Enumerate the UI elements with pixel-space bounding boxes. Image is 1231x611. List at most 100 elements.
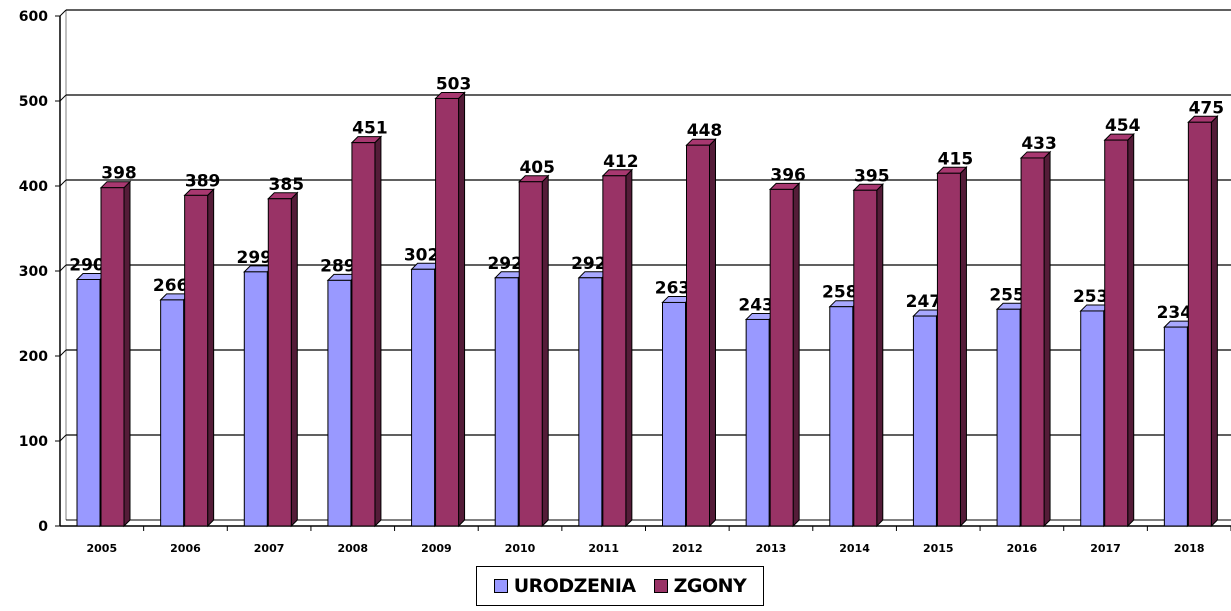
data-label: 253	[1073, 287, 1109, 307]
x-tick-label: 2012	[672, 542, 703, 555]
data-label: 415	[938, 149, 974, 169]
data-label: 234	[1157, 303, 1193, 323]
x-tick-label: 2017	[1090, 542, 1121, 555]
x-tick-label: 2013	[756, 542, 787, 555]
data-label: 292	[487, 254, 523, 274]
bar-side	[1210, 115, 1218, 528]
data-label: 255	[989, 285, 1025, 305]
bar-zgony-2011	[602, 175, 627, 527]
data-label: 451	[352, 119, 388, 139]
y-tick-label: 100	[19, 434, 48, 450]
bar-urodzenia-2007	[243, 271, 268, 527]
x-tick-label: 2007	[254, 542, 285, 555]
bar-zgony-2012	[686, 144, 710, 527]
bar-zgony-2008	[351, 142, 376, 527]
y-tick-label: 0	[38, 519, 48, 535]
data-label: 454	[1105, 116, 1141, 136]
data-label: 243	[738, 295, 774, 315]
bar-side	[123, 180, 131, 528]
bar-urodzenia-2008	[327, 279, 352, 527]
bar-side	[876, 183, 884, 528]
x-tick-label: 2009	[421, 542, 452, 555]
bar-zgony-2006	[184, 194, 209, 527]
bar-urodzenia-2006	[160, 299, 185, 527]
gridline-slant	[59, 434, 67, 442]
bar-zgony-2015	[936, 172, 961, 527]
bar-urodzenia-2013	[745, 318, 770, 527]
y-tick-label: 500	[19, 94, 48, 110]
x-tick-label: 2018	[1174, 542, 1205, 555]
bar-zgony-2016	[1020, 157, 1045, 527]
legend-item-zgony: ZGONY	[653, 575, 747, 597]
bar-urodzenia-2014	[829, 306, 854, 527]
data-label: 263	[655, 278, 691, 298]
bar-zgony-2014	[853, 189, 878, 527]
bar-side	[792, 182, 800, 528]
legend: URODZENIA ZGONY	[476, 566, 764, 606]
data-label: 395	[854, 166, 890, 186]
bar-zgony-2010	[518, 181, 543, 527]
data-label: 412	[603, 152, 639, 172]
x-tick-label: 2005	[87, 542, 118, 555]
legend-label-zgony: ZGONY	[673, 575, 747, 597]
x-tick-label: 2015	[923, 542, 954, 555]
data-label: 258	[822, 283, 858, 303]
data-label: 292	[571, 254, 607, 274]
x-tick-label: 2014	[839, 542, 870, 555]
x-tick-label: 2011	[588, 542, 619, 555]
y-tick-label: 400	[19, 179, 48, 195]
x-tick-label: 2006	[170, 542, 201, 555]
bar-side	[959, 166, 967, 528]
bar-zgony-2013	[769, 188, 794, 527]
bar-zgony-2009	[435, 97, 460, 527]
gridline-slant	[59, 9, 67, 17]
gridline-slant	[59, 179, 67, 187]
bar-side	[1043, 150, 1051, 528]
data-label: 396	[770, 165, 806, 185]
legend-label-urodzenia: URODZENIA	[513, 575, 636, 597]
data-label: 503	[436, 74, 472, 94]
bar-urodzenia-2009	[411, 268, 436, 527]
bar-urodzenia-2010	[494, 277, 519, 527]
bar-urodzenia-2018	[1163, 326, 1188, 527]
x-tick-label: 2010	[505, 542, 536, 555]
data-label: 385	[269, 175, 305, 195]
legend-swatch-zgony	[653, 579, 668, 593]
bar-side	[709, 137, 716, 528]
bar-urodzenia-2012	[662, 301, 686, 527]
data-label: 433	[1021, 134, 1057, 154]
bar-side	[374, 135, 382, 528]
bar-side	[207, 188, 215, 528]
gridline-slant	[59, 349, 67, 357]
bar-side	[290, 191, 298, 528]
bar-zgony-2005	[100, 187, 125, 527]
data-label: 302	[404, 245, 440, 265]
legend-swatch-urodzenia	[493, 579, 508, 593]
data-label: 405	[519, 158, 555, 178]
gridline-slant	[59, 264, 67, 272]
gridline-slant	[59, 94, 67, 102]
bar-zgony-2017	[1104, 139, 1129, 527]
bar-urodzenia-2016	[996, 308, 1021, 527]
bar-side	[625, 168, 633, 528]
data-label: 290	[69, 256, 105, 276]
x-tick-label: 2008	[337, 542, 368, 555]
data-label: 389	[185, 171, 221, 191]
y-tick-label: 300	[19, 264, 48, 280]
legend-item-urodzenia: URODZENIA	[493, 575, 636, 597]
bar-urodzenia-2017	[1080, 310, 1105, 527]
data-label: 299	[237, 248, 273, 268]
bar-urodzenia-2015	[912, 315, 937, 527]
bar-zgony-2018	[1187, 121, 1212, 527]
bar-side	[1127, 132, 1135, 528]
y-tick-label: 600	[19, 9, 48, 25]
x-tick-label: 2016	[1007, 542, 1038, 555]
data-label: 266	[153, 276, 189, 296]
bar-urodzenia-2005	[76, 279, 101, 527]
data-label: 247	[906, 292, 942, 312]
bar-zgony-2007	[267, 198, 292, 527]
data-label: 448	[687, 121, 723, 141]
data-label: 289	[320, 256, 356, 276]
bar-side	[458, 91, 466, 528]
